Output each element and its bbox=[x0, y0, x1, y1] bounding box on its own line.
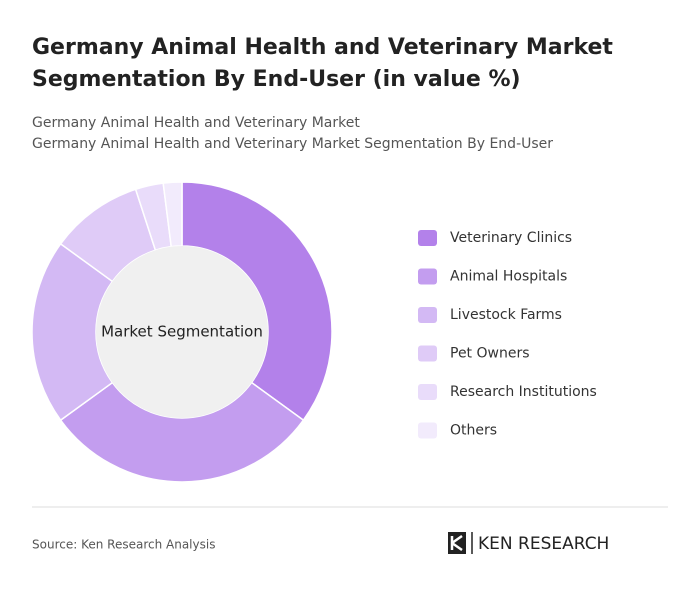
center-label: Market Segmentation bbox=[101, 323, 263, 341]
legend-label: Pet Owners bbox=[450, 346, 530, 362]
legend-swatch bbox=[418, 307, 437, 323]
source: Source: Ken Research Analysis bbox=[32, 538, 215, 552]
legend-label: Animal Hospitals bbox=[450, 269, 567, 285]
legend-label: Veterinary Clinics bbox=[450, 230, 572, 246]
legend-swatch bbox=[418, 384, 437, 400]
legend-swatch bbox=[418, 230, 437, 246]
logo-icon bbox=[448, 532, 466, 554]
legend-label: Others bbox=[450, 423, 497, 439]
legend-swatch bbox=[418, 268, 437, 285]
donut-center bbox=[96, 246, 268, 418]
brand-name: KEN RESEARCH bbox=[478, 534, 609, 554]
chart-title: Germany Animal Health and Veterinary Mar… bbox=[32, 35, 613, 60]
chart-title: Segmentation By End-User (in value %) bbox=[32, 67, 521, 92]
brand-logo: KEN RESEARCH bbox=[448, 532, 609, 554]
legend-swatch bbox=[418, 345, 437, 362]
logo-icon bbox=[450, 534, 463, 552]
subtitle: Germany Animal Health and Veterinary Mar… bbox=[32, 136, 553, 152]
subtitle: Germany Animal Health and Veterinary Mar… bbox=[32, 115, 360, 131]
legend-swatch bbox=[418, 422, 437, 439]
legend-label: Research Institutions bbox=[450, 384, 597, 400]
legend-label: Livestock Farms bbox=[450, 307, 562, 323]
